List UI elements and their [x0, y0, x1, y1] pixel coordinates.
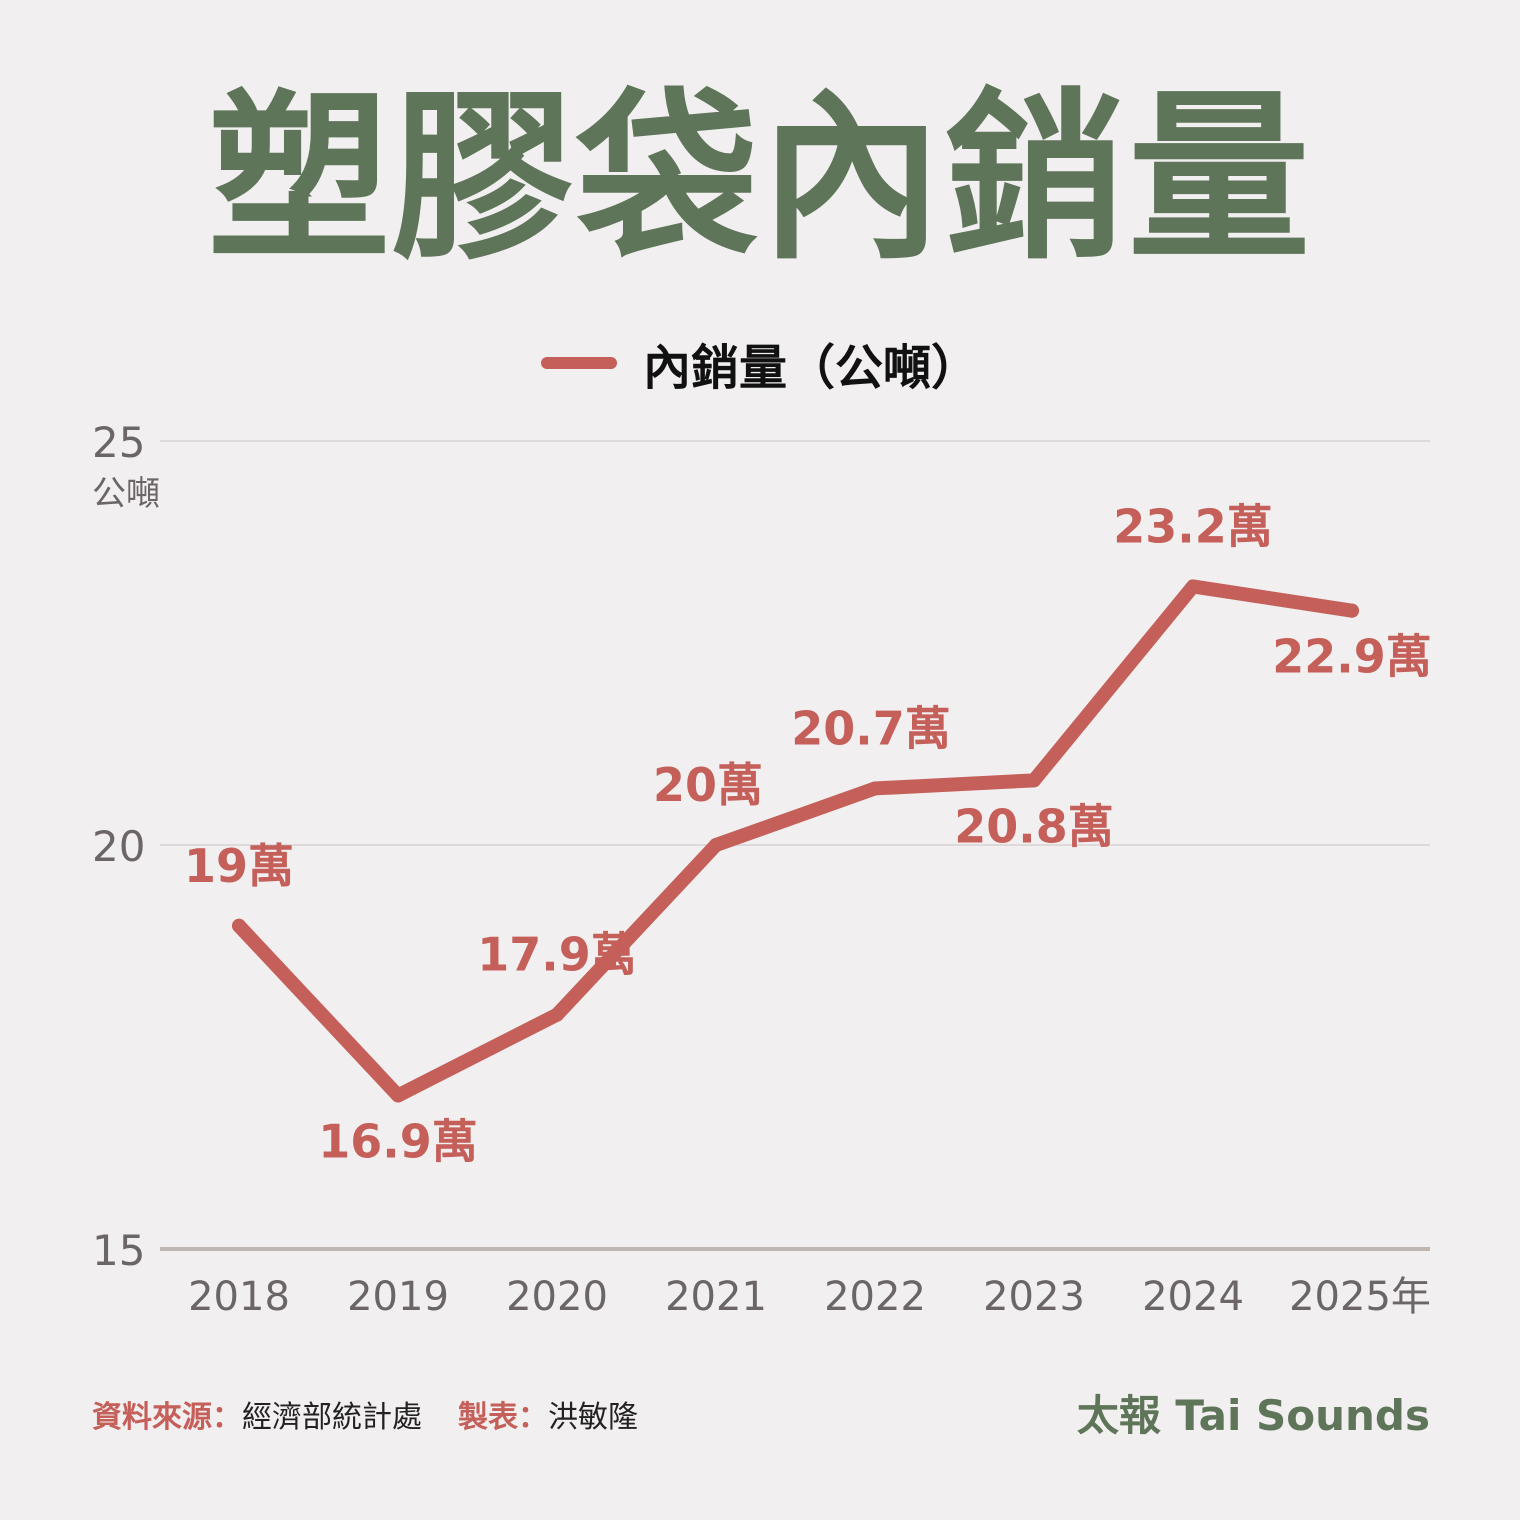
data-point: [1027, 773, 1041, 788]
source-value: 經濟部統計處: [242, 1400, 422, 1435]
data-point: [868, 781, 882, 796]
legend-swatch: [540, 357, 617, 369]
maker-key: 製表：: [458, 1400, 548, 1435]
maker-value: 洪敏隆: [548, 1400, 638, 1435]
x-tick-label: 2024: [1142, 1274, 1244, 1320]
data-point: [391, 1088, 405, 1103]
y-tick-label: 15: [92, 1226, 145, 1275]
legend-label: 內銷量（公噸）: [642, 340, 979, 396]
data-point: [709, 838, 723, 852]
x-tick-label: 2023: [983, 1274, 1085, 1320]
brand-logo-text: 太報 Tai Sounds: [1076, 1391, 1430, 1440]
data-label: 20.7萬: [791, 701, 951, 755]
y-tick-label: 25: [92, 418, 145, 467]
source-key: 資料來源：: [92, 1400, 242, 1435]
x-tick-label: 2018: [188, 1274, 290, 1320]
x-tick-label: 2020: [506, 1274, 608, 1320]
data-label: 20.8萬: [954, 799, 1114, 853]
y-axis-unit: 公噸: [92, 474, 160, 514]
chart-title: 塑膠袋內銷量: [208, 72, 1312, 284]
data-label: 19萬: [184, 839, 294, 893]
data-label: 23.2萬: [1113, 499, 1273, 553]
x-tick-label: 2022: [824, 1274, 926, 1320]
data-point: [1186, 579, 1200, 594]
data-label: 16.9萬: [318, 1114, 478, 1168]
data-label: 17.9萬: [477, 928, 637, 982]
data-point: [232, 918, 246, 933]
data-point: [1345, 603, 1359, 618]
data-label: 22.9萬: [1272, 630, 1432, 684]
x-tick-label: 2019: [347, 1274, 449, 1320]
data-label: 20萬: [653, 758, 763, 812]
source-note: 資料來源：經濟部統計處 製表：洪敏隆: [92, 1392, 638, 1436]
data-point: [550, 1007, 564, 1022]
y-tick-label: 20: [92, 822, 145, 871]
x-tick-label: 2025年: [1289, 1274, 1431, 1320]
series-line: [232, 579, 1359, 1103]
legend: 內銷量（公噸）: [0, 328, 1520, 398]
x-tick-label: 2021: [665, 1274, 767, 1320]
